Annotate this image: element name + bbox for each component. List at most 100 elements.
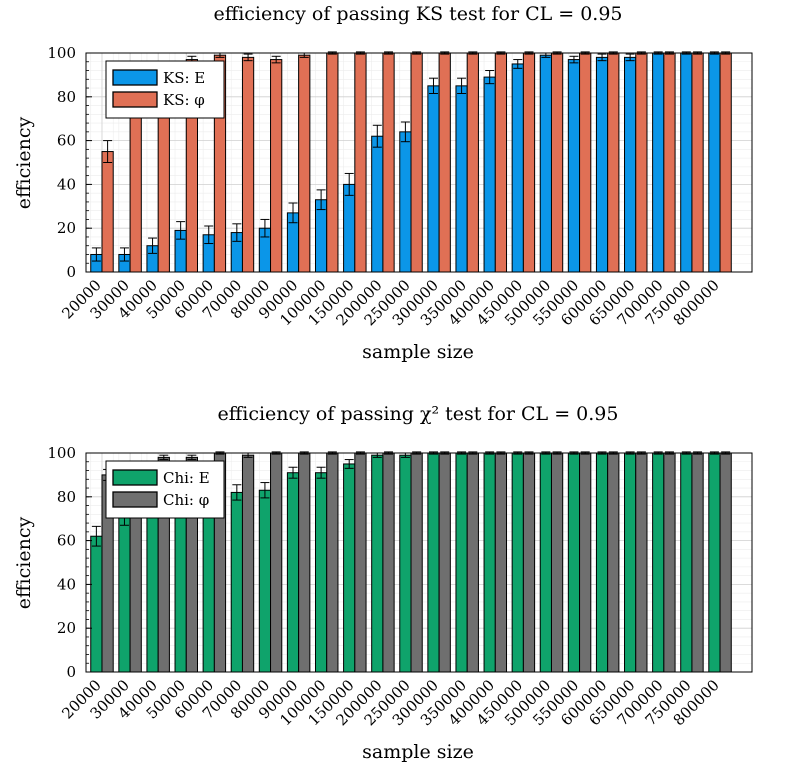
chi2-bar-e	[286, 472, 300, 673]
ks-bar-phi	[691, 52, 704, 273]
ks-legend: KS: E KS: φ	[105, 60, 225, 119]
ks-bar-e	[371, 135, 384, 273]
ks-bar-phi	[410, 52, 423, 273]
ks-bar-phi	[579, 52, 592, 273]
chi2-bar-e	[343, 463, 356, 673]
chi2-bar-phi	[494, 452, 508, 673]
ks-bar-e	[483, 76, 496, 273]
chi2-chart-panel: efficiency of passing χ² test for CL = 0…	[13, 403, 753, 763]
ks-error-bar	[400, 121, 410, 143]
chi2-y-tick-label: 60	[57, 532, 76, 550]
ks-axis-ticks	[86, 52, 92, 273]
chi2-bar-e	[146, 500, 159, 673]
chi2-bar-phi	[438, 452, 451, 673]
ks-bar-phi	[298, 54, 311, 273]
chi2-bar-phi	[663, 452, 676, 673]
ks-error-bar	[204, 225, 214, 245]
ks-y-tick-label: 20	[57, 219, 76, 237]
chi2-error-bar	[91, 525, 101, 547]
chi2-bar-phi	[719, 452, 732, 673]
chi2-bar-phi	[298, 452, 311, 673]
ks-bar-phi	[241, 56, 255, 273]
ks-y-tick-label: 60	[57, 132, 76, 150]
chi2-bar-e	[708, 452, 721, 673]
ks-error-bar	[428, 77, 438, 95]
legend-label-phi: KS: φ	[163, 91, 205, 109]
legend-label-phi: Chi: φ	[163, 491, 209, 509]
ks-chart-y-axis-label: efficiency	[13, 117, 35, 210]
ks-bar-e	[539, 54, 552, 273]
chi2-bar-phi	[635, 452, 648, 673]
chi2-bar-phi	[410, 452, 423, 673]
ks-bar-e	[314, 199, 328, 273]
chi2-bar-e	[539, 452, 552, 673]
chi2-bar-phi	[522, 452, 536, 673]
legend-swatch-phi	[112, 491, 158, 508]
ks-error-bar	[232, 223, 242, 242]
ks-error-bar	[91, 247, 101, 262]
ks-error-bar	[485, 70, 495, 85]
chi2-bar-e	[483, 452, 496, 673]
chi2-bar-e	[371, 454, 384, 673]
chi2-bar-phi	[579, 452, 592, 673]
ks-bar-e	[511, 63, 524, 273]
chi2-bar-e	[230, 491, 243, 673]
ks-bar-phi	[663, 52, 676, 273]
chi2-chart-title: efficiency of passing χ² test for CL = 0…	[218, 403, 619, 425]
chi2-bar-e	[624, 452, 637, 673]
chi2-error-bar	[159, 454, 169, 461]
chi2-bar-phi	[550, 452, 564, 673]
ks-bar-e	[680, 52, 693, 273]
ks-bar-e	[567, 59, 581, 273]
ks-bar-phi	[270, 59, 283, 273]
chi2-bar-e	[258, 489, 272, 673]
ks-error-bar	[243, 53, 253, 62]
ks-bar-phi	[382, 52, 395, 273]
ks-bar-phi	[522, 52, 536, 273]
ks-y-tick-label: 40	[57, 175, 76, 193]
chi2-bar-phi	[382, 452, 395, 673]
chi2-legend: Chi: E Chi: φ	[105, 460, 225, 519]
legend-swatch-e	[112, 69, 158, 86]
chi2-y-tick-label: 20	[57, 619, 76, 637]
legend-label-e: KS: E	[163, 69, 205, 87]
ks-error-bar	[316, 189, 326, 211]
chi2-plot-frame	[85, 452, 753, 673]
ks-bar-phi	[326, 52, 339, 273]
ks-bar-phi	[466, 52, 479, 273]
ks-bar-phi	[438, 52, 451, 273]
chi2-error-bar	[344, 459, 354, 469]
chi2-axis-ticks	[86, 452, 92, 673]
ks-bar-e	[595, 56, 609, 273]
chi2-bar-e	[399, 454, 412, 673]
chi2-bar-e	[680, 452, 693, 673]
ks-error-bar	[103, 140, 113, 163]
chi2-bar-phi	[241, 454, 255, 673]
chi2-bar-e	[595, 452, 609, 673]
chi2-bar-phi	[270, 452, 283, 673]
chi2-bar-phi	[354, 452, 367, 673]
ks-chart-title: efficiency of passing KS test for CL = 0…	[213, 3, 622, 25]
ks-chart-x-axis-label: sample size	[362, 341, 474, 363]
ks-y-tick-label: 100	[47, 44, 76, 62]
ks-bar-phi	[101, 151, 114, 273]
chi2-bar-phi	[607, 452, 620, 673]
ks-error-bar	[625, 53, 635, 62]
ks-error-bar	[597, 53, 607, 62]
ks-error-bar	[569, 55, 579, 64]
chi2-y-tick-label: 80	[57, 488, 76, 506]
legend-label-e: Chi: E	[163, 469, 210, 487]
chi2-error-bar	[187, 454, 197, 461]
ks-error-bar	[372, 124, 382, 148]
chi2-bar-e	[174, 496, 187, 673]
chi2-bar-e	[567, 452, 581, 673]
chi2-bar-e	[202, 491, 215, 673]
ks-bar-phi	[354, 52, 367, 273]
ks-error-bar	[176, 221, 186, 240]
ks-error-bar	[344, 172, 354, 196]
chi2-bar-e	[511, 452, 524, 673]
ks-error-bar	[513, 59, 523, 69]
chi2-y-tick-label: 0	[66, 663, 76, 681]
chi2-y-tick-label: 40	[57, 575, 76, 593]
ks-error-bar	[119, 247, 129, 262]
